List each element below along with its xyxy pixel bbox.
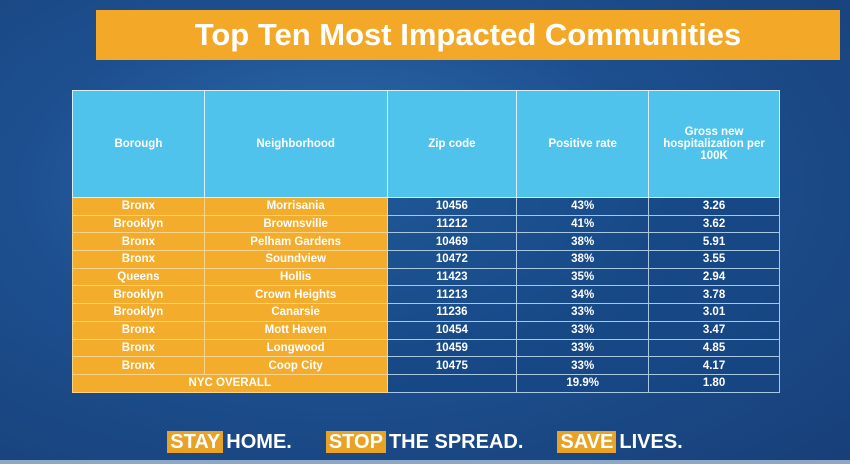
table-row: Brooklyn Canarsie 11236 33% 3.01 xyxy=(72,303,780,322)
cell-borough: Bronx xyxy=(72,197,205,216)
cell-zip-code: 10469 xyxy=(386,232,518,252)
cell-borough: Bronx xyxy=(72,356,205,375)
title-banner: Top Ten Most Impacted Communities xyxy=(96,10,840,60)
cell-borough: Bronx xyxy=(72,320,205,340)
cell-zip-code: 11212 xyxy=(386,214,518,234)
cell-positive-rate: 38% xyxy=(516,250,650,269)
cell-neighborhood: Canarsie xyxy=(203,303,388,322)
header-hospitalization: Gross new hospitalization per 100K xyxy=(648,90,780,198)
cell-neighborhood: Mott Haven xyxy=(203,320,388,340)
slogan-highlight: STAY xyxy=(167,431,224,453)
cell-hospitalization: 3.47 xyxy=(648,320,780,340)
cell-neighborhood: Soundview xyxy=(203,250,388,269)
cell-hospitalization: 3.55 xyxy=(648,250,780,269)
cell-positive-rate: 33% xyxy=(516,320,650,340)
header-positive-rate: Positive rate xyxy=(516,90,650,198)
table-row: Bronx Soundview 10472 38% 3.55 xyxy=(72,250,780,269)
cell-positive-rate: 33% xyxy=(516,338,650,358)
header-zip-code: Zip code xyxy=(386,90,518,198)
cell-borough: Bronx xyxy=(72,338,205,358)
cell-hospitalization: 3.01 xyxy=(648,303,780,322)
cell-hospitalization: 4.17 xyxy=(648,356,780,375)
overall-zip xyxy=(386,373,518,393)
slogan-text: LIVES. xyxy=(619,431,683,453)
cell-neighborhood: Coop City xyxy=(203,356,388,375)
cell-positive-rate: 33% xyxy=(516,303,650,322)
table-row: Brooklyn Brownsville 11212 41% 3.62 xyxy=(72,214,780,234)
cell-hospitalization: 3.62 xyxy=(648,214,780,234)
cell-zip-code: 11213 xyxy=(386,285,518,305)
cell-positive-rate: 41% xyxy=(516,214,650,234)
bottom-divider xyxy=(0,460,850,464)
slogan-save-lives: SAVE LIVES. xyxy=(557,431,683,454)
cell-borough: Queens xyxy=(72,267,205,287)
cell-borough: Brooklyn xyxy=(72,214,205,234)
table-row: Bronx Longwood 10459 33% 4.85 xyxy=(72,338,780,358)
cell-neighborhood: Morrisania xyxy=(203,197,388,216)
cell-neighborhood: Brownsville xyxy=(203,214,388,234)
table-header-row: Borough Neighborhood Zip code Positive r… xyxy=(72,90,780,198)
cell-zip-code: 10454 xyxy=(386,320,518,340)
cell-borough: Bronx xyxy=(72,232,205,252)
slogan: STAY HOME. STOP THE SPREAD. SAVE LIVES. xyxy=(0,431,850,454)
table-row: Bronx Mott Haven 10454 33% 3.47 xyxy=(72,320,780,340)
cell-positive-rate: 43% xyxy=(516,197,650,216)
overall-label: NYC OVERALL xyxy=(72,373,388,393)
cell-neighborhood: Longwood xyxy=(203,338,388,358)
cell-zip-code: 11423 xyxy=(386,267,518,287)
cell-zip-code: 10472 xyxy=(386,250,518,269)
cell-borough: Brooklyn xyxy=(72,285,205,305)
cell-positive-rate: 33% xyxy=(516,356,650,375)
cell-hospitalization: 5.91 xyxy=(648,232,780,252)
cell-neighborhood: Hollis xyxy=(203,267,388,287)
cell-hospitalization: 3.78 xyxy=(648,285,780,305)
cell-zip-code: 10475 xyxy=(386,356,518,375)
slogan-highlight: SAVE xyxy=(557,431,617,453)
cell-zip-code: 10459 xyxy=(386,338,518,358)
header-borough: Borough xyxy=(72,90,205,198)
table-row: Bronx Morrisania 10456 43% 3.26 xyxy=(72,197,780,216)
cell-zip-code: 10456 xyxy=(386,197,518,216)
slogan-highlight: STOP xyxy=(325,431,386,453)
cell-borough: Bronx xyxy=(72,250,205,269)
overall-row: NYC OVERALL 19.9% 1.80 xyxy=(72,373,780,393)
slogan-stop-spread: STOP THE SPREAD. xyxy=(325,431,524,454)
page-title: Top Ten Most Impacted Communities xyxy=(194,17,742,52)
table-row: Bronx Pelham Gardens 10469 38% 5.91 xyxy=(72,232,780,252)
slogan-text: HOME. xyxy=(226,431,292,453)
header-neighborhood: Neighborhood xyxy=(203,90,388,198)
impacted-communities-table: Borough Neighborhood Zip code Positive r… xyxy=(72,90,780,393)
overall-hospitalization: 1.80 xyxy=(648,373,780,393)
cell-hospitalization: 4.85 xyxy=(648,338,780,358)
slogan-stay-home: STAY HOME. xyxy=(167,431,292,454)
cell-neighborhood: Pelham Gardens xyxy=(203,232,388,252)
table-row: Queens Hollis 11423 35% 2.94 xyxy=(72,267,780,287)
cell-borough: Brooklyn xyxy=(72,303,205,322)
slogan-text: THE SPREAD. xyxy=(388,431,524,453)
table-row: Brooklyn Crown Heights 11213 34% 3.78 xyxy=(72,285,780,305)
cell-hospitalization: 3.26 xyxy=(648,197,780,216)
cell-hospitalization: 2.94 xyxy=(648,267,780,287)
cell-positive-rate: 35% xyxy=(516,267,650,287)
cell-neighborhood: Crown Heights xyxy=(203,285,388,305)
overall-positive-rate: 19.9% xyxy=(516,373,650,393)
cell-positive-rate: 38% xyxy=(516,232,650,252)
table-row: Bronx Coop City 10475 33% 4.17 xyxy=(72,356,780,375)
cell-positive-rate: 34% xyxy=(516,285,650,305)
cell-zip-code: 11236 xyxy=(386,303,518,322)
